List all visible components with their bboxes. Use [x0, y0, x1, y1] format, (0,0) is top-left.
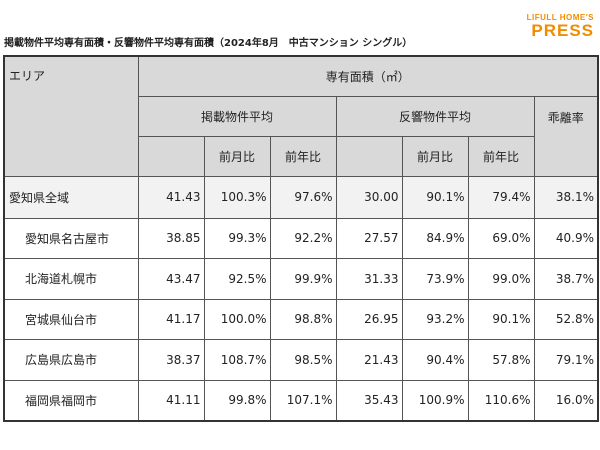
- value-cell: 100.3%: [203, 175, 271, 219]
- value-cell: 92.2%: [269, 217, 337, 259]
- ratio-header: 乖離率: [533, 95, 599, 177]
- group-header: 専有面積（㎡）: [137, 55, 599, 97]
- empty-header: [137, 135, 205, 177]
- value-cell: 84.9%: [401, 217, 469, 259]
- table-row: 愛知県全域 41.43 100.3% 97.6% 30.00 90.1% 79.4% 38.1…: [3, 175, 599, 219]
- value-cell: 110.6%: [467, 379, 535, 421]
- area-cell: 宮城県仙台市: [3, 298, 139, 340]
- value-cell: 21.43: [335, 339, 403, 381]
- value-cell: 90.1%: [467, 298, 535, 340]
- value-cell: 43.47: [137, 258, 205, 300]
- value-cell: 107.1%: [269, 379, 337, 421]
- value-cell: 100.9%: [401, 379, 469, 421]
- sub-header: 前月比: [401, 135, 469, 177]
- value-cell: 41.17: [137, 298, 205, 340]
- value-cell: 90.4%: [401, 339, 469, 381]
- value-cell: 99.8%: [203, 379, 271, 421]
- value-cell: 38.85: [137, 217, 205, 259]
- value-cell: 108.7%: [203, 339, 271, 381]
- sub-header: 前年比: [467, 135, 535, 177]
- value-cell: 79.1%: [533, 339, 599, 381]
- value-cell: 99.9%: [269, 258, 337, 300]
- table-row: 宮城県仙台市 41.17 100.0% 98.8% 26.95 93.2% 90.1% 52.…: [3, 298, 599, 340]
- value-cell: 79.4%: [467, 175, 535, 219]
- value-cell: 97.6%: [269, 175, 337, 219]
- empty-header: [335, 135, 403, 177]
- title: 掲載物件平均専有面積・反響物件平均専有面積（2024年8月 中古マンション シン…: [4, 38, 413, 49]
- value-cell: 69.0%: [467, 217, 535, 259]
- group-header: 反響物件平均: [335, 95, 535, 137]
- area-cell: 愛知県名古屋市: [3, 217, 139, 259]
- value-cell: 41.11: [137, 379, 205, 421]
- table-row: 広島県広島市 38.37 108.7% 98.5% 21.43 90.4% 57.8% 79.…: [3, 339, 599, 381]
- table-row: 福岡県福岡市 41.11 99.8% 107.1% 35.43 100.9% 110.6% 1…: [3, 379, 599, 421]
- value-cell: 73.9%: [401, 258, 469, 300]
- value-cell: 99.0%: [467, 258, 535, 300]
- value-cell: 38.1%: [533, 175, 599, 219]
- value-cell: 40.9%: [533, 217, 599, 259]
- value-cell: 35.43: [335, 379, 403, 421]
- value-cell: 38.7%: [533, 258, 599, 300]
- area-cell: 福岡県福岡市: [3, 379, 139, 421]
- value-cell: 98.8%: [269, 298, 337, 340]
- value-cell: 38.37: [137, 339, 205, 381]
- value-cell: 31.33: [335, 258, 403, 300]
- logo: LIFULL HOME'S PRESS: [526, 13, 594, 40]
- value-cell: 27.57: [335, 217, 403, 259]
- sub-header: 前年比: [269, 135, 337, 177]
- value-cell: 92.5%: [203, 258, 271, 300]
- value-cell: 57.8%: [467, 339, 535, 381]
- value-cell: 26.95: [335, 298, 403, 340]
- logo-top: LIFULL HOME'S: [526, 13, 594, 22]
- value-cell: 52.8%: [533, 298, 599, 340]
- group-header: 掲載物件平均: [137, 95, 337, 137]
- value-cell: 100.0%: [203, 298, 271, 340]
- data-table: エリア 専有面積（㎡） 掲載物件平均 反響物件平均 乖離率 前月比 前年比 前月…: [3, 55, 599, 422]
- area-cell: 愛知県全域: [3, 175, 139, 219]
- table-body: 愛知県全域 41.43 100.3% 97.6% 30.00 90.1% 79.4% 38.1…: [3, 175, 599, 421]
- value-cell: 30.00: [335, 175, 403, 219]
- area-cell: 広島県広島市: [3, 339, 139, 381]
- value-cell: 98.5%: [269, 339, 337, 381]
- table-row: 北海道札幌市 43.47 92.5% 99.9% 31.33 73.9% 99.0% 38.7…: [3, 258, 599, 300]
- value-cell: 93.2%: [401, 298, 469, 340]
- value-cell: 99.3%: [203, 217, 271, 259]
- value-cell: 90.1%: [401, 175, 469, 219]
- logo-main: PRESS: [531, 21, 594, 40]
- sub-header: 前月比: [203, 135, 271, 177]
- area-header: エリア: [3, 55, 139, 177]
- value-cell: 41.43: [137, 175, 205, 219]
- area-cell: 北海道札幌市: [3, 258, 139, 300]
- value-cell: 16.0%: [533, 379, 599, 421]
- table-row: 愛知県名古屋市 38.85 99.3% 92.2% 27.57 84.9% 69.0% 40.…: [3, 217, 599, 259]
